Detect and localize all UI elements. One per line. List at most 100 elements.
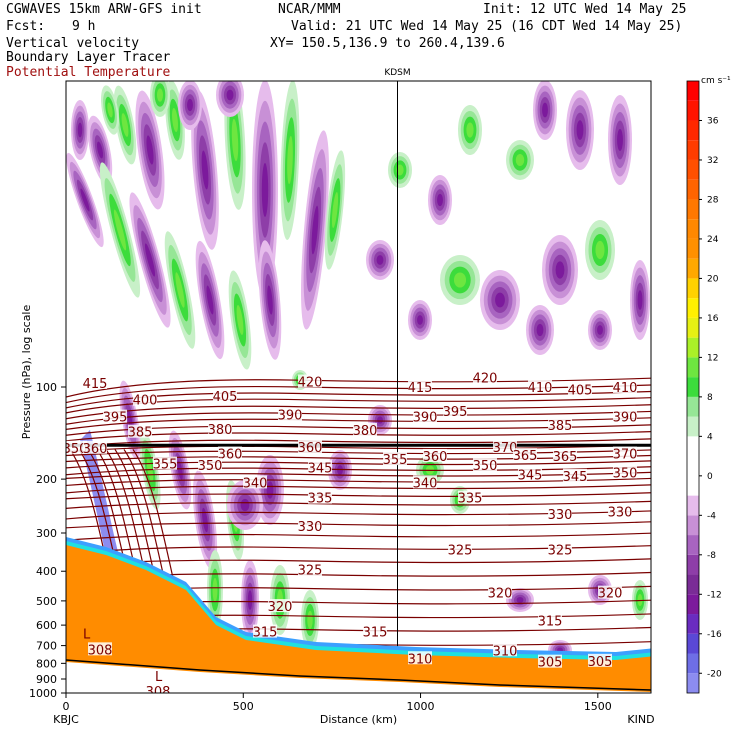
colorbar-swatch bbox=[687, 633, 699, 654]
colorbar-label: -4 bbox=[707, 511, 716, 521]
theta-label: 350 bbox=[198, 459, 223, 474]
velocity-cell bbox=[164, 231, 196, 349]
colorbar-swatch bbox=[687, 298, 699, 318]
velocity-cell bbox=[258, 240, 282, 360]
x-tick-label: 1500 bbox=[584, 700, 612, 713]
theta-label-bg bbox=[548, 506, 572, 520]
velocity-cell bbox=[192, 470, 218, 570]
colorbar-swatch bbox=[687, 495, 699, 516]
theta-label-bg bbox=[473, 458, 497, 472]
start-station-label: KBJC bbox=[53, 713, 79, 726]
theta-label: 305 bbox=[538, 656, 563, 671]
velocity-cell bbox=[129, 192, 171, 328]
theta-label-bg bbox=[298, 374, 322, 388]
theta-label-bg bbox=[253, 624, 277, 638]
colorbar-swatch bbox=[687, 317, 699, 338]
theta-label-bg bbox=[133, 392, 157, 406]
theta-label: 325 bbox=[448, 544, 473, 559]
colorbar-swatch bbox=[687, 416, 699, 437]
x-tick-label: 500 bbox=[233, 700, 254, 713]
theta-contour bbox=[66, 532, 651, 541]
theta-label: 325 bbox=[298, 564, 323, 579]
velocity-cell bbox=[66, 152, 104, 248]
x-tick-label: 0 bbox=[63, 700, 70, 713]
colorbar-swatch bbox=[687, 100, 699, 121]
colorbar-swatch bbox=[687, 81, 699, 101]
x-tick-label: 1000 bbox=[407, 700, 435, 713]
theta-label: 330 bbox=[548, 508, 573, 523]
end-station-label: KIND bbox=[627, 713, 654, 726]
theta-label: 325 bbox=[548, 544, 573, 559]
velocity-cell bbox=[440, 255, 480, 305]
velocity-cell bbox=[301, 590, 319, 650]
colorbar-label: 20 bbox=[707, 274, 719, 284]
theta-label-bg bbox=[563, 468, 587, 482]
colorbar-label: 36 bbox=[707, 116, 719, 126]
theta-label-bg bbox=[493, 439, 517, 453]
y-tick-label: 300 bbox=[36, 527, 57, 540]
colorbar-label: 4 bbox=[707, 432, 713, 442]
theta-label-bg bbox=[308, 490, 332, 504]
theta-label-bg bbox=[298, 439, 322, 453]
theta-label: 400 bbox=[133, 394, 158, 409]
colorbar-swatch bbox=[687, 475, 699, 496]
theta-label: 320 bbox=[488, 587, 513, 602]
theta-label-bg bbox=[83, 375, 107, 389]
theta-label: 340 bbox=[243, 476, 268, 491]
theta-label: 315 bbox=[363, 626, 388, 641]
colorbar-swatch bbox=[687, 456, 699, 476]
init-time: Init: 12 UTC Wed 14 May 25 bbox=[483, 2, 687, 17]
colorbar-swatch bbox=[687, 199, 699, 220]
colorbar-swatch bbox=[687, 673, 699, 693]
theta-label: 405 bbox=[568, 384, 593, 399]
theta-label-bg bbox=[613, 380, 637, 393]
theta-label: 320 bbox=[268, 600, 293, 615]
theta-label-bg bbox=[88, 642, 112, 656]
theta-label-bg bbox=[383, 452, 407, 466]
velocity-cell bbox=[135, 90, 165, 210]
velocity-cell bbox=[207, 550, 223, 630]
velocity-cell bbox=[608, 95, 632, 185]
theta-label: 355 bbox=[383, 453, 408, 468]
theta-label: 390 bbox=[613, 411, 638, 426]
theta-label: 345 bbox=[308, 461, 333, 476]
theta-label: 385 bbox=[128, 426, 153, 441]
theta-label: 310 bbox=[493, 644, 518, 659]
velocity-cell bbox=[178, 81, 202, 130]
theta-label: 380 bbox=[208, 423, 233, 438]
theta-label-bg bbox=[493, 643, 517, 657]
colorbar-label: -16 bbox=[707, 630, 722, 640]
cross-section-coords: XY= 150.5,136.9 to 260.4,139.6 bbox=[270, 36, 505, 51]
theta-contour bbox=[66, 397, 651, 414]
velocity-cell bbox=[566, 90, 594, 170]
y-tick-label: 800 bbox=[36, 657, 57, 670]
field-potential-temperature: Potential Temperature bbox=[6, 65, 171, 80]
theta-label: 380 bbox=[353, 424, 378, 439]
colorbar-swatch bbox=[687, 120, 699, 141]
theta-label-bg bbox=[208, 421, 232, 435]
velocity-cell bbox=[480, 270, 520, 330]
model-title: CGWAVES 15km ARW-GFS init bbox=[6, 2, 202, 17]
low-marker: L bbox=[155, 670, 163, 685]
colorbar-swatch bbox=[687, 614, 699, 634]
below-ground bbox=[66, 662, 651, 693]
theta-label: 315 bbox=[253, 626, 278, 641]
theta-label-bg bbox=[458, 490, 482, 504]
theta-label: 420 bbox=[473, 371, 498, 386]
theta-label-bg bbox=[298, 562, 322, 576]
theta-label: 405 bbox=[213, 390, 238, 405]
theta-label-bg bbox=[218, 446, 242, 460]
theta-label-bg bbox=[443, 404, 467, 418]
theta-label-bg bbox=[353, 422, 377, 436]
theta-label: 410 bbox=[528, 381, 553, 396]
theta-label-bg bbox=[613, 465, 637, 479]
theta-label-bg bbox=[538, 613, 562, 627]
theta-label-bg bbox=[128, 424, 152, 438]
velocity-cell bbox=[366, 240, 394, 280]
theta-label-bg bbox=[243, 475, 267, 489]
theta-label-bg bbox=[518, 467, 542, 481]
theta-label: 315 bbox=[538, 615, 563, 630]
theta-contour bbox=[66, 417, 651, 431]
theta-label-bg bbox=[548, 417, 572, 431]
forecast-hour: 9 h bbox=[72, 19, 96, 34]
